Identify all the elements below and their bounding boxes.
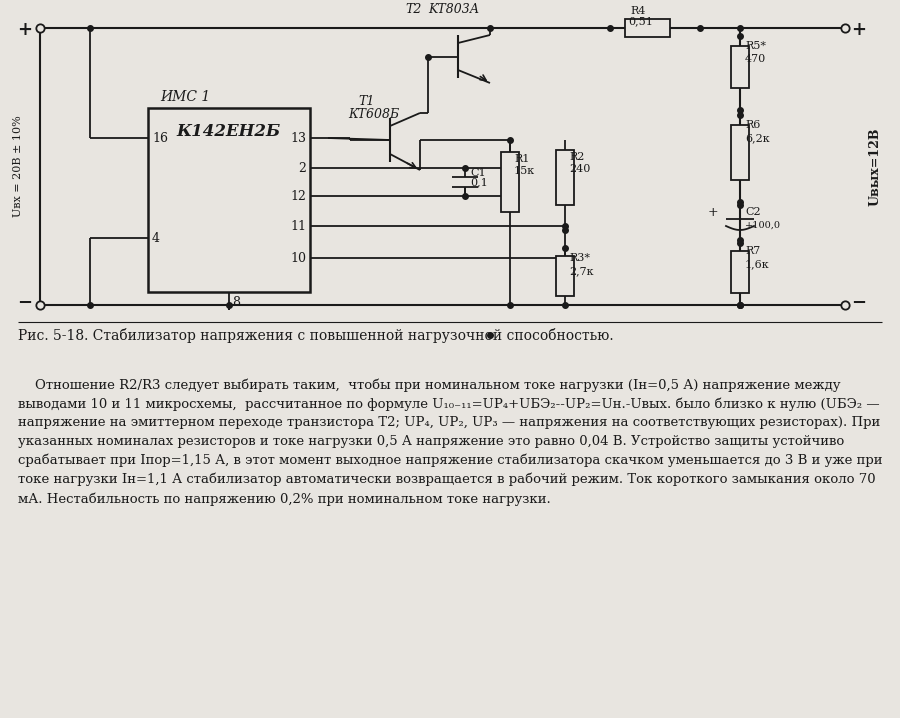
Text: 6,2к: 6,2к [745, 133, 770, 143]
Bar [556, 256, 574, 296]
Text: −: − [17, 294, 32, 312]
Text: 16: 16 [152, 131, 168, 144]
Text: 11: 11 [290, 220, 306, 233]
Text: +: + [17, 21, 32, 39]
Bar [625, 19, 670, 37]
Bar [501, 152, 519, 212]
Text: 2: 2 [298, 162, 306, 174]
Text: КТ608Б: КТ608Б [348, 108, 399, 121]
Text: Uвых=12В: Uвых=12В [868, 127, 881, 206]
Text: Рис. 5-18. Стабилизатор напряжения с повышенной нагрузочной способностью.: Рис. 5-18. Стабилизатор напряжения с пов… [18, 328, 614, 343]
Bar [556, 150, 574, 205]
Text: KТ803А: KТ803А [428, 3, 479, 16]
Text: R5*: R5* [745, 41, 766, 51]
Text: +: + [851, 21, 866, 39]
Text: C2: C2 [745, 207, 760, 217]
Text: C1: C1 [470, 168, 486, 178]
Bar [731, 251, 749, 293]
Text: 470: 470 [745, 54, 766, 64]
Text: R4: R4 [630, 6, 645, 16]
Text: Отношение R2/R3 следует выбирать таким,  чтобы при номинальном токе нагрузки (Iн: Отношение R2/R3 следует выбирать таким, … [18, 378, 883, 505]
Text: 15к: 15к [514, 166, 536, 176]
Text: 240: 240 [569, 164, 590, 174]
Text: T1: T1 [358, 95, 374, 108]
Bar [731, 125, 749, 180]
Text: 0,1: 0,1 [470, 177, 488, 187]
Text: +: + [707, 207, 718, 220]
Text: R2: R2 [569, 152, 584, 162]
Text: 10: 10 [290, 251, 306, 264]
Text: T2: T2 [405, 3, 421, 16]
Text: R1: R1 [514, 154, 529, 164]
Text: К142ЕН2Б: К142ЕН2Б [177, 123, 281, 140]
Text: +100,0: +100,0 [745, 221, 781, 230]
Text: 2,7к: 2,7к [569, 266, 593, 276]
Text: ИМС 1: ИМС 1 [160, 90, 211, 104]
Text: 12: 12 [290, 190, 306, 202]
Text: 13: 13 [290, 131, 306, 144]
Text: 8: 8 [232, 296, 240, 309]
Text: R7: R7 [745, 246, 760, 256]
Text: R3*: R3* [569, 253, 590, 263]
Text: 1,6к: 1,6к [745, 259, 770, 269]
Text: −: − [851, 294, 866, 312]
Text: R6: R6 [745, 120, 760, 130]
Text: 0,51: 0,51 [628, 16, 652, 26]
Bar [731, 46, 749, 88]
Bar [148, 108, 310, 292]
Text: Uвх = 20В ± 10%: Uвх = 20В ± 10% [13, 116, 23, 218]
Text: 4: 4 [152, 231, 160, 245]
